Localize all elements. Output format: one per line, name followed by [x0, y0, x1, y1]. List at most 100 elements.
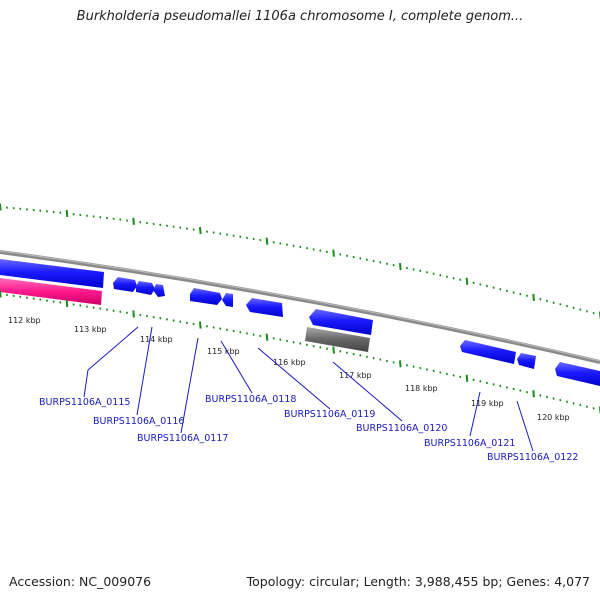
minor-tick — [419, 366, 422, 370]
gene-label[interactable]: BURPS1106A_0116 — [93, 416, 184, 427]
minor-tick — [345, 351, 349, 354]
minor-tick — [272, 337, 275, 340]
gene-feature[interactable] — [113, 277, 137, 292]
minor-tick — [25, 296, 29, 299]
gene-label[interactable]: BURPS1106A_0115 — [39, 397, 130, 408]
tick-label: 119 kbp — [471, 399, 504, 408]
minor-tick — [365, 258, 369, 261]
minor-tick — [165, 318, 169, 321]
minor-tick — [72, 303, 75, 306]
minor-tick — [219, 232, 222, 235]
minor-tick — [45, 299, 49, 302]
gene-feature[interactable] — [555, 362, 600, 386]
gene-feature[interactable] — [309, 309, 373, 335]
minor-tick — [172, 225, 175, 228]
gene-feature[interactable] — [153, 284, 165, 297]
gene-feature[interactable] — [460, 340, 516, 364]
minor-tick — [305, 246, 309, 250]
minor-tick — [5, 206, 9, 209]
minor-tick — [325, 250, 329, 254]
minor-tick — [412, 365, 415, 368]
gene-feature[interactable] — [517, 353, 536, 369]
minor-tick — [552, 397, 555, 400]
minor-tick — [499, 287, 502, 291]
minor-tick — [372, 259, 375, 263]
minor-tick — [365, 355, 369, 359]
gene-feature[interactable] — [0, 259, 104, 288]
gene-track-forward — [0, 259, 600, 386]
minor-tick — [565, 304, 569, 308]
gene-feature[interactable] — [136, 281, 155, 295]
minor-tick — [232, 234, 235, 237]
minor-tick — [479, 283, 482, 286]
minor-tick — [159, 223, 162, 227]
minor-tick — [385, 262, 389, 265]
leader-line — [516, 400, 534, 452]
minor-tick — [125, 311, 129, 315]
minor-tick — [425, 271, 429, 274]
major-tick — [132, 310, 135, 318]
minor-tick — [252, 237, 255, 241]
tick-label: 112 kbp — [8, 316, 41, 325]
minor-tick — [572, 306, 575, 310]
minor-tick — [505, 289, 509, 293]
minor-tick — [145, 314, 149, 318]
minor-tick — [292, 340, 295, 344]
minor-tick — [519, 389, 522, 392]
minor-tick — [299, 342, 302, 345]
gene-label[interactable]: BURPS1106A_0119 — [284, 409, 375, 420]
minor-tick — [472, 281, 475, 285]
minor-tick — [372, 356, 375, 360]
minor-tick — [312, 344, 315, 348]
minor-tick — [565, 400, 569, 404]
minor-tick — [79, 213, 82, 217]
minor-tick — [585, 310, 589, 313]
minor-tick — [225, 328, 229, 332]
major-tick — [332, 346, 335, 354]
minor-tick — [392, 361, 395, 364]
minor-tick — [572, 402, 575, 405]
minor-tick — [539, 297, 542, 301]
minor-tick — [79, 304, 82, 307]
major-tick — [65, 299, 69, 308]
minor-tick — [192, 228, 195, 231]
minor-tick — [19, 295, 22, 299]
leader-line — [180, 337, 199, 434]
minor-tick — [25, 208, 29, 211]
pseudogene-feature[interactable] — [305, 327, 370, 352]
minor-tick — [179, 320, 182, 323]
gene-label[interactable]: BURPS1106A_0118 — [205, 394, 296, 405]
minor-tick — [285, 243, 289, 246]
minor-tick — [485, 284, 489, 288]
minor-tick — [59, 211, 62, 214]
minor-tick — [259, 238, 262, 242]
major-tick — [0, 203, 2, 211]
major-tick — [532, 293, 535, 302]
major-tick — [465, 374, 469, 382]
minor-tick — [212, 326, 215, 329]
minor-tick — [159, 317, 162, 320]
minor-tick — [459, 375, 462, 379]
minor-tick — [239, 331, 242, 334]
gene-label[interactable]: BURPS1106A_0121 — [424, 438, 515, 449]
minor-tick — [412, 268, 415, 271]
minor-tick — [239, 235, 242, 238]
minor-tick — [205, 325, 209, 328]
gene-labels: BURPS1106A_0115 BURPS1106A_0116 BURPS110… — [39, 394, 578, 463]
minor-tick — [352, 255, 355, 259]
gene-label[interactable]: BURPS1106A_0120 — [356, 423, 447, 434]
minor-tick — [439, 371, 442, 374]
gene-feature[interactable] — [246, 298, 283, 317]
minor-tick — [12, 294, 15, 298]
gene-label[interactable]: BURPS1106A_0117 — [137, 433, 228, 444]
gene-feature[interactable] — [222, 293, 233, 307]
minor-tick — [505, 386, 509, 389]
gene-label[interactable]: BURPS1106A_0122 — [487, 452, 578, 463]
minor-tick — [519, 292, 522, 296]
gene-feature[interactable] — [190, 288, 222, 305]
minor-tick — [105, 308, 109, 311]
tick-label: 115 kbp — [207, 347, 240, 356]
rna-feature[interactable] — [0, 278, 102, 305]
leader-line — [136, 326, 153, 416]
